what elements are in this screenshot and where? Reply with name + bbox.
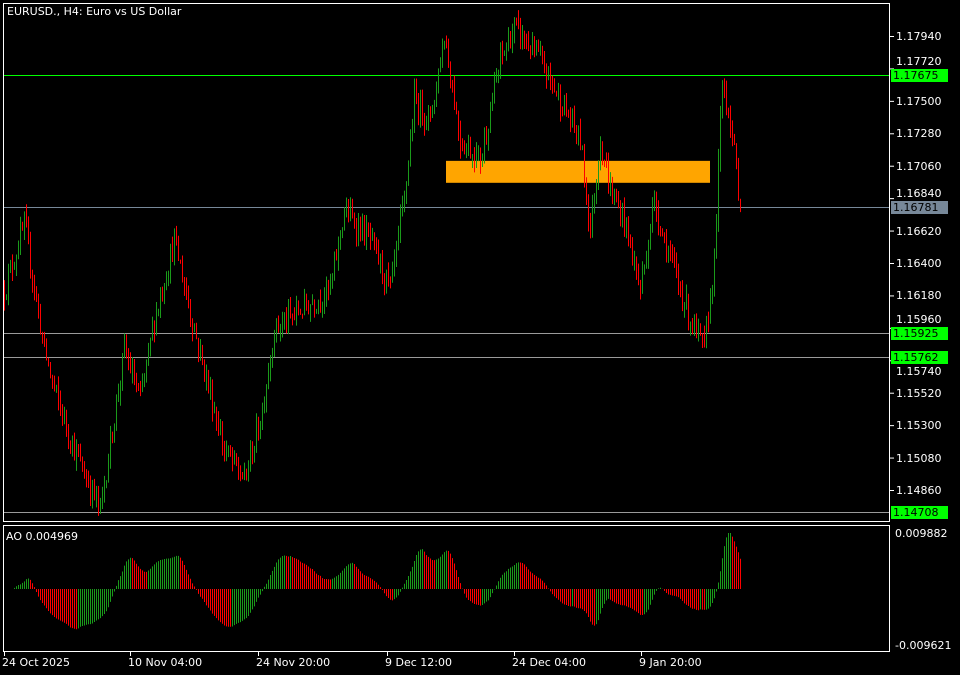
level-price-tag: 1.14708 [891, 506, 948, 519]
price-axis-label: 1.15740 [896, 365, 942, 378]
price-axis-label: 1.17500 [896, 95, 942, 108]
price-axis-label: 1.16620 [896, 225, 942, 238]
level-price-tag: 1.16781 [891, 201, 948, 214]
level-price-tag: 1.17675 [891, 69, 948, 82]
ao-pane-frame [3, 525, 890, 652]
price-axis-label: 1.15080 [896, 452, 942, 465]
time-axis-label: 9 Jan 20:00 [639, 656, 702, 669]
price-axis-label: 1.15520 [896, 387, 942, 400]
main-pane-frame [3, 3, 890, 522]
price-axis-label: 1.17940 [896, 30, 942, 43]
level-price-tag: 1.15925 [891, 327, 948, 340]
price-axis-label: 1.14860 [896, 484, 942, 497]
price-axis-label: 1.17060 [896, 160, 942, 173]
chart-title: EURUSD., H4: Euro vs US Dollar [7, 5, 182, 18]
price-axis-label: 1.15300 [896, 419, 942, 432]
price-axis-label: 1.16180 [896, 289, 942, 302]
time-axis-label: 24 Nov 20:00 [256, 656, 331, 669]
time-axis-label: 24 Oct 2025 [2, 656, 71, 669]
price-axis-label: 1.17720 [896, 55, 942, 68]
price-axis-label: 1.17280 [896, 127, 942, 140]
price-axis-label: 1.16840 [896, 187, 942, 200]
ao-axis-max: 0.009882 [895, 527, 948, 540]
time-axis-label: 24 Dec 04:00 [512, 656, 586, 669]
ao-axis-min: -0.009621 [895, 639, 952, 652]
price-axis-label: 1.15960 [896, 313, 942, 326]
time-axis-label: 10 Nov 04:00 [128, 656, 203, 669]
ao-label: AO 0.004969 [6, 530, 78, 543]
price-axis-label: 1.16400 [896, 257, 942, 270]
time-axis-label: 9 Dec 12:00 [385, 656, 452, 669]
level-price-tag: 1.15762 [891, 351, 948, 364]
supply-demand-zone[interactable] [446, 160, 710, 183]
